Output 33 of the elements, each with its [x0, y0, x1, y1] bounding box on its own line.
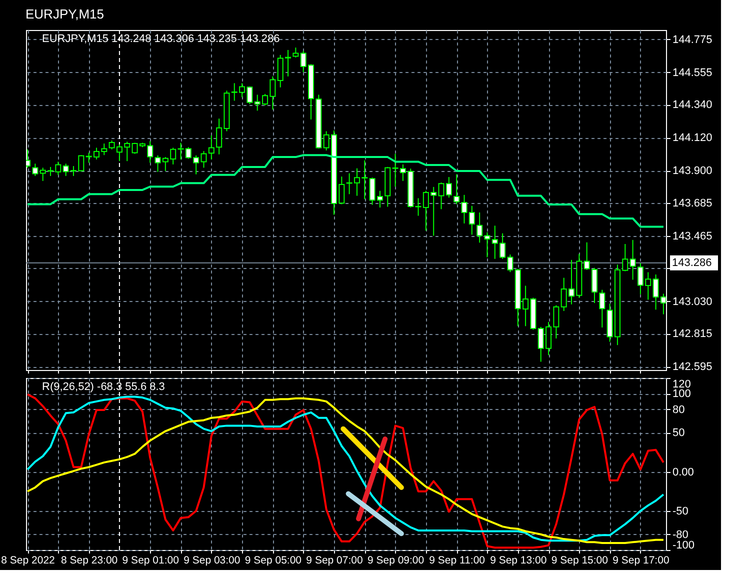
y-tick-label: 144.120 [672, 132, 712, 144]
y-tick-label: 0.00 [672, 466, 694, 478]
y-tick-label: -100 [672, 540, 695, 552]
y-tick-label: 120 [672, 378, 691, 390]
y-tick-label: 143.465 [672, 230, 712, 243]
y-tick-label: 144.775 [672, 34, 712, 46]
y-tick-label: 144.340 [672, 99, 712, 112]
x-tick-label: 9 Sep 15:00 [551, 554, 608, 566]
y-tick-label: 143.685 [672, 198, 712, 210]
x-tick-label: 9 Sep 11:00 [429, 554, 486, 566]
y-tick-label: 143.900 [672, 165, 712, 178]
x-tick-label: 8 Sep 2022 [1, 554, 56, 566]
y-tick-label: 143.030 [672, 296, 712, 308]
chart-title: EURJPY,M15 [26, 6, 104, 22]
y-tick-label: -50 [672, 505, 688, 518]
x-tick-label: 9 Sep 09:00 [367, 554, 424, 566]
y-tick-label: 100 [672, 388, 691, 400]
x-tick-label: 9 Sep 13:00 [490, 554, 547, 566]
y-tick-label: -80 [672, 528, 688, 541]
x-tick-label: 9 Sep 05:00 [244, 554, 302, 566]
x-tick-label: 8 Sep 23:00 [61, 554, 118, 566]
y-tick-label: 144.555 [672, 66, 712, 79]
y-tick-label: 142.815 [672, 328, 712, 340]
y-tick-label: 50 [672, 427, 685, 440]
chart-subtitle: R(9,26,52) -68.3 55.6 8.3 [42, 381, 165, 393]
chart-subtitle: EURJPY,M15 143.248 143.306 143.235 143.286 [42, 33, 280, 45]
x-tick-label: 9 Sep 07:00 [306, 554, 363, 566]
x-tick-label: 9 Sep 01:00 [122, 554, 180, 566]
y-tick-label: 142.595 [672, 361, 712, 374]
x-tick-label: 9 Sep 03:00 [184, 554, 240, 566]
x-tick-label: 9 Sep 17:00 [612, 554, 670, 566]
ref-line-label: 143.286 [672, 256, 712, 269]
y-tick-label: 80 [672, 404, 685, 416]
